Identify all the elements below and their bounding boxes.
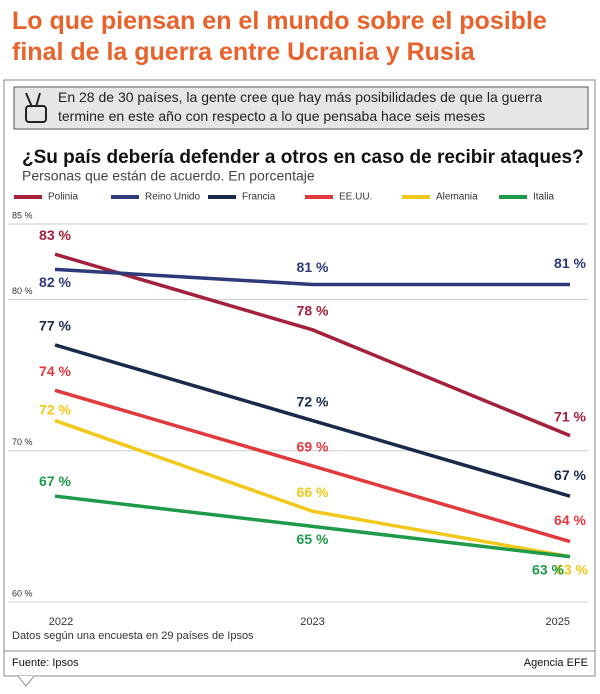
y-tick-label: 70 %	[12, 437, 33, 447]
banner-box: En 28 de 30 países, la gente cree que ha…	[58, 89, 543, 124]
title-box: Lo que piensan en el mundo sobre el posi…	[12, 7, 547, 66]
legend-label: Italia	[533, 192, 555, 203]
data-label: 82 %	[39, 274, 71, 290]
y-tick-label: 85 %	[12, 210, 33, 220]
legend-label: Reino Unido	[145, 192, 200, 203]
series-line	[54, 343, 571, 498]
legend-label: EE.UU.	[339, 192, 372, 203]
data-label: 71 %	[554, 408, 586, 424]
source: Fuente: Ipsos	[12, 657, 79, 669]
note: Datos según una encuesta en 29 países de…	[12, 630, 254, 642]
x-tick-label: 2025	[546, 616, 570, 628]
series-line	[54, 267, 570, 287]
data-label: 74 %	[39, 363, 71, 379]
data-label: 65 %	[297, 531, 329, 547]
chart-title: ¿Su país debería defender a otros en cas…	[22, 147, 584, 168]
banner-bg	[13, 86, 589, 130]
x-tick-label: 2022	[49, 616, 73, 628]
data-label: 78 %	[297, 303, 329, 319]
series-line	[54, 252, 571, 438]
y-tick-label: 80 %	[12, 286, 33, 296]
data-label: 83 %	[39, 227, 71, 243]
data-label: 66 %	[297, 484, 329, 500]
data-label: 72 %	[297, 393, 329, 409]
data-label: 63 %	[556, 561, 588, 577]
series-line	[54, 418, 571, 559]
icon	[25, 92, 47, 123]
title: Lo que piensan en el mundo sobre el posi…	[12, 7, 547, 66]
legend-label: Alemania	[436, 192, 478, 203]
data-label: 67 %	[554, 467, 586, 483]
data-label: 81 %	[297, 259, 329, 275]
data-label: 67 %	[39, 473, 71, 489]
series-line	[54, 494, 571, 559]
y-tick-label: 60 %	[12, 588, 33, 598]
data-label: 69 %	[297, 439, 329, 455]
frame	[3, 79, 596, 677]
pointer	[17, 675, 35, 687]
legend-label: Polinia	[48, 192, 78, 203]
legend-label: Francia	[242, 192, 276, 203]
banner-text: En 28 de 30 países, la gente cree que ha…	[58, 89, 543, 124]
data-label: 81 %	[554, 255, 586, 271]
data-label: 77 %	[39, 318, 71, 334]
agency: Agencia EFE	[524, 657, 588, 669]
chart-subtitle: Personas que están de acuerdo. En porcen…	[22, 168, 315, 184]
series-line	[54, 388, 571, 544]
data-label: 63 %	[532, 561, 564, 577]
data-label: 72 %	[39, 401, 71, 417]
data-label: 64 %	[554, 512, 586, 528]
x-tick-label: 2023	[300, 616, 324, 628]
